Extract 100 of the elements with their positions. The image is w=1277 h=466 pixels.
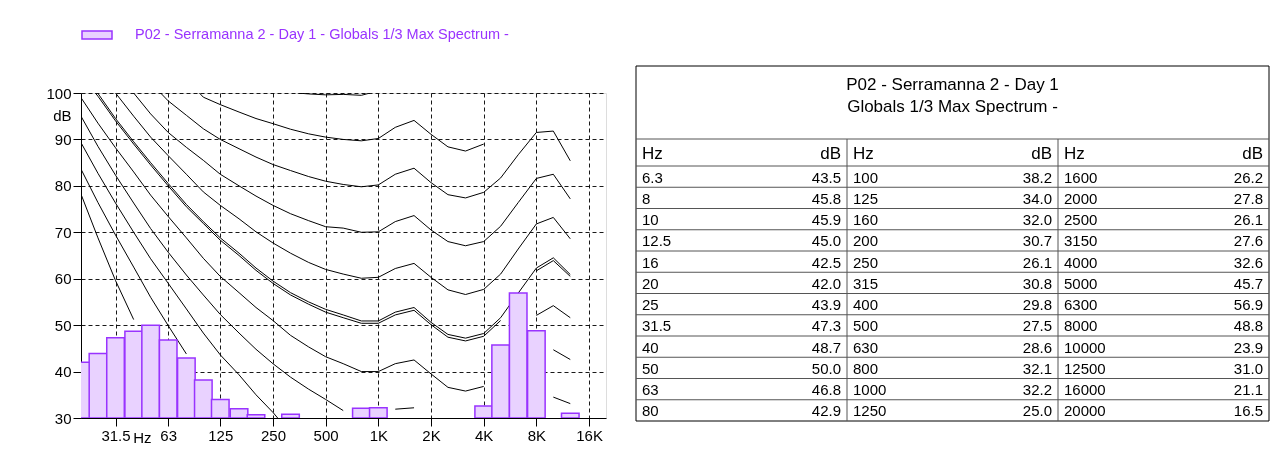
text: 45.9 — [811, 211, 841, 229]
text: Hz — [642, 143, 663, 163]
text: 16000 — [1064, 381, 1106, 399]
text: 3150 — [1064, 232, 1098, 250]
y-tick-label: 80 — [54, 177, 72, 195]
text: 27.8 — [1233, 189, 1263, 207]
text: 43.5 — [811, 168, 841, 186]
y-tick-label: 40 — [54, 363, 72, 381]
text: 48.7 — [811, 338, 841, 356]
text: 26.1 — [1233, 211, 1263, 229]
text: 50 — [642, 359, 659, 377]
text: 42.0 — [811, 274, 841, 292]
text: 10 — [642, 211, 659, 229]
text: 32.2 — [1022, 381, 1052, 399]
text: 16.5 — [1233, 402, 1263, 420]
y-tick-label: 60 — [54, 270, 72, 288]
text: dB — [1242, 143, 1263, 163]
y-tick-label: 100 — [46, 84, 72, 102]
text: 28.6 — [1022, 338, 1052, 356]
text: 200 — [853, 232, 879, 250]
text: 16 — [642, 253, 659, 271]
text: 10000 — [1064, 338, 1106, 356]
x-tick-label: 31.5 — [101, 426, 131, 444]
text: 8000 — [1064, 317, 1098, 335]
text: 5000 — [1064, 274, 1098, 292]
x-tick-label: 125 — [208, 426, 234, 444]
text: 32.1 — [1022, 359, 1052, 377]
text: 12500 — [1064, 359, 1106, 377]
x-tick-label: 4K — [475, 426, 494, 444]
text: 42.5 — [811, 253, 841, 271]
text: 63 — [642, 381, 659, 399]
text: 26.2 — [1233, 168, 1263, 186]
text: 2500 — [1064, 211, 1098, 229]
text: 80 — [642, 402, 659, 420]
text: Hz — [1064, 143, 1085, 163]
text: 48.8 — [1233, 317, 1263, 335]
text: 34.0 — [1022, 189, 1052, 207]
text: 45.8 — [811, 189, 841, 207]
text: 27.5 — [1022, 317, 1052, 335]
text: dB — [1031, 143, 1052, 163]
text: 315 — [853, 274, 879, 292]
y-tick-label: 90 — [54, 130, 72, 148]
text: 1600 — [1064, 168, 1098, 186]
text: 8 — [642, 189, 651, 207]
text: 6.3 — [642, 168, 663, 186]
text: 47.3 — [811, 317, 841, 335]
text: 45.0 — [811, 232, 841, 250]
text: 23.9 — [1233, 338, 1263, 356]
text: 160 — [853, 211, 879, 229]
text: 30.7 — [1022, 232, 1052, 250]
y-tick-label: 30 — [54, 409, 72, 427]
text: 500 — [853, 317, 879, 335]
text: 32.6 — [1233, 253, 1263, 271]
text: 30.8 — [1022, 274, 1052, 292]
x-axis-title: Hz — [133, 428, 152, 446]
text: P02 - Serramanna 2 - Day 1 Globals 1/3 Max Spectrum - — [846, 75, 1059, 116]
text: 4000 — [1064, 253, 1098, 271]
text: 29.8 — [1022, 296, 1052, 314]
x-tick-label: 250 — [260, 426, 286, 444]
text: 42.9 — [811, 402, 841, 420]
text: 630 — [853, 338, 879, 356]
text: 1250 — [853, 402, 887, 420]
text: 400 — [853, 296, 879, 314]
text: 25 — [642, 296, 659, 314]
text: 2000 — [1064, 189, 1098, 207]
text: 12.5 — [642, 232, 672, 250]
text: 38.2 — [1022, 168, 1052, 186]
y-tick-label: 50 — [54, 316, 72, 334]
text: 800 — [853, 359, 879, 377]
text: 25.0 — [1022, 402, 1052, 420]
text: 50.0 — [811, 359, 841, 377]
x-tick-label: 500 — [313, 426, 339, 444]
text: dB — [820, 143, 841, 163]
text: 100 — [853, 168, 879, 186]
text: 27.6 — [1233, 232, 1263, 250]
text: 1000 — [853, 381, 887, 399]
x-tick-label: 16K — [576, 426, 603, 444]
text: 43.9 — [811, 296, 841, 314]
y-tick-label: 70 — [54, 223, 72, 241]
text: 250 — [853, 253, 879, 271]
text: 56.9 — [1233, 296, 1263, 314]
x-tick-label: 2K — [422, 426, 441, 444]
y-axis-title: dB — [53, 106, 72, 124]
text: 26.1 — [1022, 253, 1052, 271]
text: 6300 — [1064, 296, 1098, 314]
text: 21.1 — [1233, 381, 1263, 399]
text: Hz — [853, 143, 874, 163]
x-tick-label: 63 — [160, 426, 178, 444]
text: 40 — [642, 338, 659, 356]
text: 20000 — [1064, 402, 1106, 420]
x-tick-label: 1K — [369, 426, 388, 444]
x-tick-label: 8K — [527, 426, 547, 444]
text: 45.7 — [1233, 274, 1263, 292]
legend-label: P02 - Serramanna 2 - Day 1 - Globals 1/3 Max Spectrum - — [135, 26, 510, 42]
text: 31.0 — [1233, 359, 1263, 377]
text: 46.8 — [811, 381, 841, 399]
text: 20 — [642, 274, 659, 292]
text: 125 — [853, 189, 879, 207]
text: 31.5 — [642, 317, 672, 335]
text: 32.0 — [1022, 211, 1052, 229]
